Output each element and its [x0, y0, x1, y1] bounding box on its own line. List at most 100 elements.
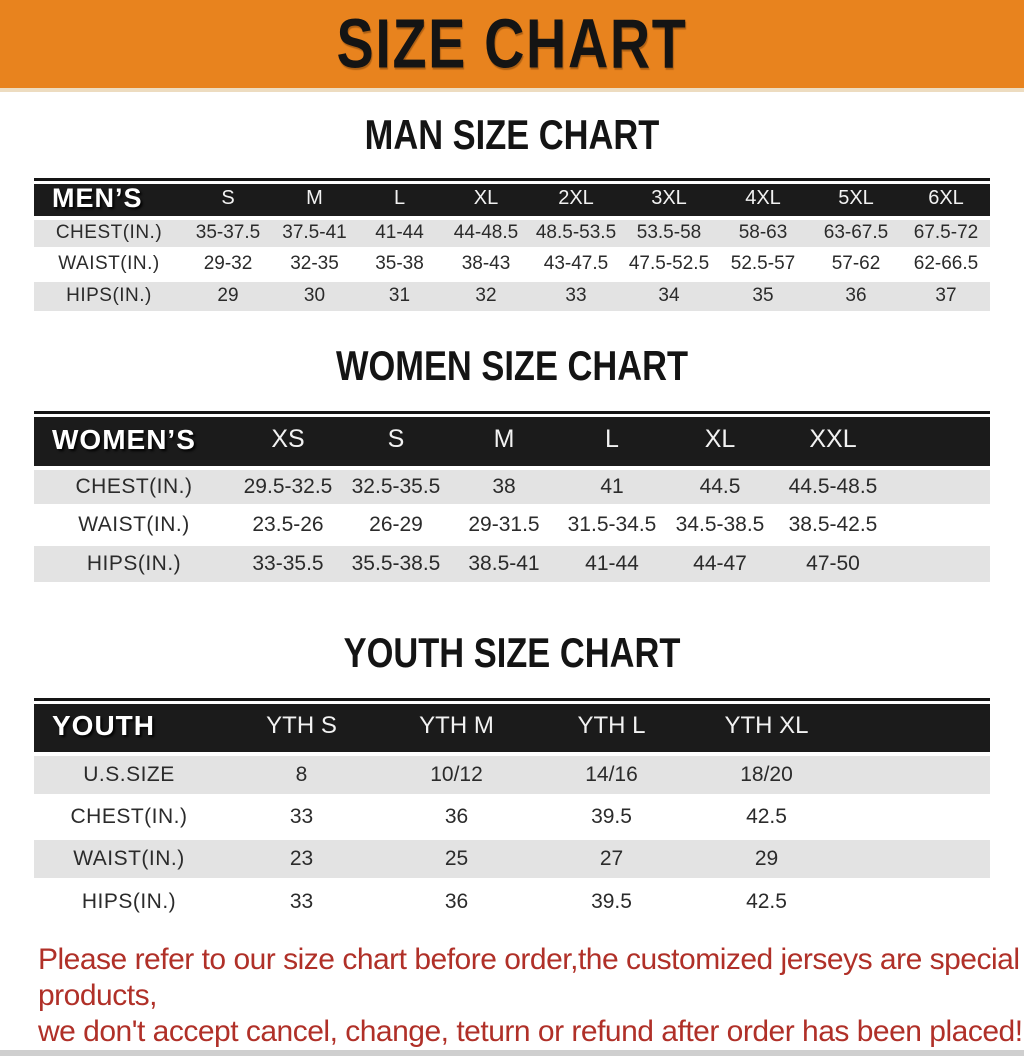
size-cell: 29 — [184, 277, 272, 311]
size-cell: 32.5-35.5 — [342, 466, 450, 506]
size-cell: 10/12 — [379, 751, 534, 796]
men-col-6xl: 6XL — [902, 178, 990, 218]
size-cell: 47-50 — [774, 542, 892, 582]
women-header-row: WOMEN’S XS S M L XL XXL — [34, 410, 990, 468]
youth-ussize-row: U.S.SIZE 8 10/12 14/16 18/20 — [34, 751, 990, 796]
size-cell: 62-66.5 — [902, 246, 990, 280]
size-cell: 38.5-42.5 — [774, 504, 892, 544]
size-cell: 23 — [224, 835, 379, 880]
youth-col-m: YTH M — [379, 698, 534, 754]
size-cell: 29.5-32.5 — [234, 466, 342, 506]
size-cell: 52.5-57 — [716, 246, 810, 280]
disclaimer-line-1: Please refer to our size chart before or… — [38, 942, 1020, 1012]
size-cell: 48.5-53.5 — [530, 215, 622, 249]
page-title: SIZE CHART — [336, 5, 688, 83]
men-size-table: MEN’S S M L XL 2XL 3XL 4XL 5XL 6XL CHEST… — [34, 178, 990, 311]
youth-col-s: YTH S — [224, 698, 379, 754]
men-col-4xl: 4XL — [716, 178, 810, 218]
size-cell: 44.5-48.5 — [774, 466, 892, 506]
men-col-m: M — [272, 178, 357, 218]
size-cell: 38-43 — [442, 246, 530, 280]
women-section-heading: WOMEN SIZE CHART — [335, 341, 689, 389]
size-cell: 34 — [622, 277, 716, 311]
size-cell: 27 — [534, 835, 689, 880]
women-hips-row: HIPS(IN.) 33-35.5 35.5-38.5 38.5-41 41-4… — [34, 542, 990, 582]
row-label-waist: WAIST(IN.) — [34, 246, 184, 280]
men-col-l: L — [357, 178, 442, 218]
men-header-row: MEN’S S M L XL 2XL 3XL 4XL 5XL 6XL — [34, 178, 990, 218]
size-cell: 38 — [450, 466, 558, 506]
size-cell: 31 — [357, 277, 442, 311]
row-label-hips: HIPS(IN.) — [34, 877, 224, 922]
row-label-chest: CHEST(IN.) — [34, 793, 224, 838]
youth-col-xl: YTH XL — [689, 698, 844, 754]
size-cell: 44.5 — [666, 466, 774, 506]
youth-table-label: YOUTH — [34, 698, 224, 754]
size-cell: 57-62 — [810, 246, 902, 280]
size-cell: 41-44 — [558, 542, 666, 582]
size-cell: 32 — [442, 277, 530, 311]
women-col-m: M — [450, 410, 558, 468]
row-label-hips: HIPS(IN.) — [34, 277, 184, 311]
women-col-xl: XL — [666, 410, 774, 468]
men-col-s: S — [184, 178, 272, 218]
men-col-xl: XL — [442, 178, 530, 218]
youth-header-row: YOUTH YTH S YTH M YTH L YTH XL — [34, 698, 990, 754]
size-cell: 36 — [810, 277, 902, 311]
youth-size-table: YOUTH YTH S YTH M YTH L YTH XL U.S.SIZE … — [34, 698, 990, 922]
table-spacer — [892, 410, 990, 468]
table-spacer — [892, 542, 990, 582]
size-cell: 35.5-38.5 — [342, 542, 450, 582]
men-chest-row: CHEST(IN.) 35-37.5 37.5-41 41-44 44-48.5… — [34, 215, 990, 249]
row-label-chest: CHEST(IN.) — [34, 466, 234, 506]
size-cell: 39.5 — [534, 877, 689, 922]
row-label-chest: CHEST(IN.) — [34, 215, 184, 249]
women-col-xxl: XXL — [774, 410, 892, 468]
size-cell: 30 — [272, 277, 357, 311]
table-spacer — [844, 793, 990, 838]
size-cell: 37.5-41 — [272, 215, 357, 249]
women-chest-row: CHEST(IN.) 29.5-32.5 32.5-35.5 38 41 44.… — [34, 466, 990, 506]
row-label-waist: WAIST(IN.) — [34, 504, 234, 544]
size-cell: 36 — [379, 877, 534, 922]
bottom-divider — [0, 1049, 1024, 1059]
women-col-xs: XS — [234, 410, 342, 468]
table-spacer — [892, 504, 990, 544]
women-table-label: WOMEN’S — [34, 410, 234, 468]
size-cell: 25 — [379, 835, 534, 880]
youth-waist-row: WAIST(IN.) 23 25 27 29 — [34, 835, 990, 880]
youth-section-heading: YOUTH SIZE CHART — [343, 629, 681, 676]
table-spacer — [844, 751, 990, 796]
size-cell: 14/16 — [534, 751, 689, 796]
men-col-2xl: 2XL — [530, 178, 622, 218]
size-cell: 42.5 — [689, 877, 844, 922]
size-cell: 35 — [716, 277, 810, 311]
size-cell: 67.5-72 — [902, 215, 990, 249]
size-cell: 37 — [902, 277, 990, 311]
size-cell: 38.5-41 — [450, 542, 558, 582]
youth-hips-row: HIPS(IN.) 33 36 39.5 42.5 — [34, 877, 990, 922]
size-cell: 47.5-52.5 — [622, 246, 716, 280]
men-col-5xl: 5XL — [810, 178, 902, 218]
size-cell: 33-35.5 — [234, 542, 342, 582]
table-spacer — [844, 835, 990, 880]
women-col-l: L — [558, 410, 666, 468]
size-cell: 33 — [224, 793, 379, 838]
size-cell: 26-29 — [342, 504, 450, 544]
row-label-waist: WAIST(IN.) — [34, 835, 224, 880]
size-cell: 53.5-58 — [622, 215, 716, 249]
disclaimer-note: Please refer to our size chart before or… — [38, 942, 1024, 1050]
men-col-3xl: 3XL — [622, 178, 716, 218]
table-spacer — [844, 877, 990, 922]
size-cell: 29-31.5 — [450, 504, 558, 544]
size-cell: 41 — [558, 466, 666, 506]
size-cell: 29 — [689, 835, 844, 880]
size-cell: 58-63 — [716, 215, 810, 249]
men-waist-row: WAIST(IN.) 29-32 32-35 35-38 38-43 43-47… — [34, 246, 990, 280]
row-label-hips: HIPS(IN.) — [34, 542, 234, 582]
table-spacer — [892, 466, 990, 506]
women-size-table: WOMEN’S XS S M L XL XXL CHEST(IN.) 29.5-… — [34, 410, 990, 582]
size-cell: 43-47.5 — [530, 246, 622, 280]
size-cell: 33 — [224, 877, 379, 922]
men-section-heading: MAN SIZE CHART — [364, 111, 660, 158]
